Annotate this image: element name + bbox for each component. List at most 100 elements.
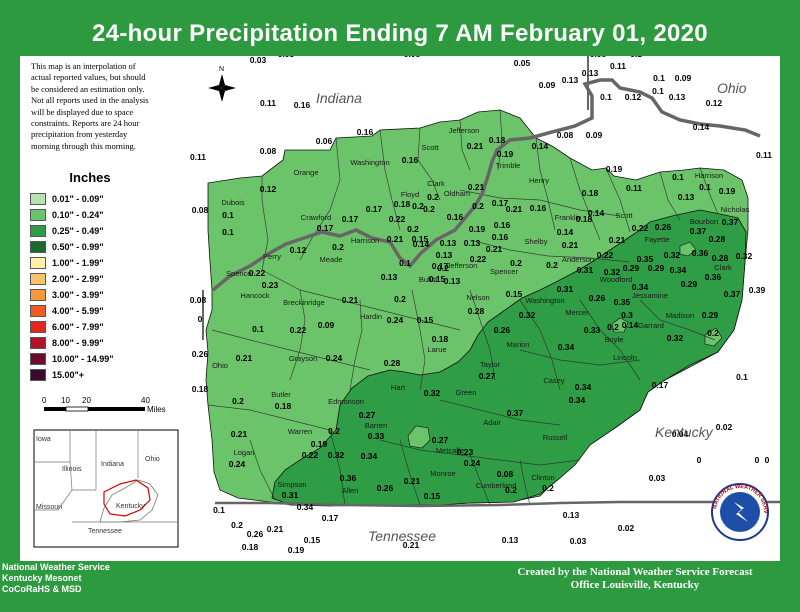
precip-value: 0.34 [361,451,378,461]
disclaimer-line: morning through this morning. [31,140,136,151]
legend-item: 6.00" - 7.99" [30,319,180,335]
county-label: Edmonson [328,397,364,406]
precip-value: 0.13 [381,272,398,282]
county-label: Madison [666,311,694,320]
legend-label: 3.00" - 3.99" [52,290,104,300]
precip-value: 0.26 [192,349,209,359]
precip-value: 0.13 [669,92,686,102]
county-label: Larue [427,345,446,354]
scale-bar: 0 10 20 40 Miles [42,396,166,414]
precip-value: 0.29 [623,263,640,273]
precip-value: 0.32 [519,310,536,320]
precip-value: 0.2 [394,294,406,304]
footer-credit-line: CoCoRaHS & MSD [2,584,82,594]
precip-value: 0.26 [247,529,264,539]
precip-value: 0.16 [530,203,547,213]
precip-value: 0.22 [389,214,406,224]
precip-value: 0.2 [505,485,517,495]
precip-value: 0.32 [604,267,621,277]
precip-value: 0.11 [190,152,206,162]
legend-label: 1.00" - 1.99" [52,258,104,268]
precip-value: 0.21 [562,240,579,250]
legend-swatch [30,209,46,221]
precip-value: 0.03 [570,536,587,546]
county-label: Mercer [565,308,589,317]
precip-value: 0.12 [260,184,277,194]
scale-unit: Miles [147,405,166,414]
precip-value: 0.37 [690,226,707,236]
county-label: Woodford [600,275,632,284]
precip-value: 0.18 [192,384,209,394]
state-label-tennessee: Tennessee [368,528,436,544]
precip-value: 0.2 [412,201,424,211]
county-label: Boyle [605,335,624,344]
legend-label: 2.00" - 2.99" [52,274,104,284]
precip-value: 0.15 [304,535,321,545]
county-label: Logan [234,448,255,457]
precip-value: 0.08 [557,130,574,140]
county-label: Grayson [289,354,317,363]
precip-value: 0.37 [722,217,739,227]
precip-value: 0.18 [394,199,411,209]
precip-value: 0.19 [497,149,514,159]
county-label: Jefferson [449,126,480,135]
precip-value: 0.33 [368,431,385,441]
precip-value: 0.39 [749,285,766,295]
precip-value: 0.19 [311,439,328,449]
precip-value: 0.21 [231,429,248,439]
county-label: Nicholas [721,205,750,214]
precip-value: 0.22 [290,325,307,335]
precip-value: 0.08 [404,49,421,59]
legend-label: 0.01" - 0.09" [52,194,104,204]
precip-value: 0.34 [670,265,687,275]
legend-label: 15.00"+ [52,370,85,380]
legend: Inches 0.01" - 0.09" 0.10" - 0.24" 0.25" -… [30,170,180,383]
precip-value: 0.15 [412,234,429,244]
legend-swatch [30,369,46,381]
county-label: Hart [391,383,406,392]
precip-value: 0.13 [582,68,599,78]
precipitation-values: 0.030.03 0.080.050.09 0.130.08 0.10.130.110… [190,49,773,555]
precip-value: 0.08 [190,295,207,305]
precip-value: 0.1 [222,227,234,237]
county-label: Russell [543,433,568,442]
county-label: Harrison [695,171,723,180]
locator-inset: Iowa Illinois Indiana Ohio Missouri Kent… [33,429,179,548]
county-label: Orange [293,168,318,177]
precip-value: 0.13 [563,510,580,520]
county-label: Hardin [360,312,382,321]
legend-swatch [30,225,46,237]
precip-value: 0.18 [242,542,259,552]
legend-swatch [30,257,46,269]
precip-value: 0.26 [377,483,394,493]
disclaimer-line: will be displayed due to space [31,106,134,117]
precip-value: 0.02 [618,523,635,533]
precip-value: 0.21 [404,476,421,486]
precip-value: 0.1 [699,182,711,192]
county-label: Monroe [430,469,455,478]
county-label: Lincoln [613,353,637,362]
precip-value: 0.2 [607,322,619,332]
precip-value: 0.2 [423,204,435,214]
north-arrow-icon: N [208,66,236,102]
inset-label-ohio: Ohio [145,456,160,463]
precip-value: 0.14 [693,122,710,132]
legend-item: 3.00" - 3.99" [30,287,180,303]
scale-tick: 20 [82,396,91,405]
precip-value: 0.05 [514,58,531,68]
ohio-river [211,78,761,292]
county-label: Garrard [638,321,664,330]
county-label: Scott [615,211,633,220]
county-label: Meade [320,255,343,264]
legend-label: 10.00" - 14.99" [52,354,114,364]
precip-value: 0.03 [250,55,267,65]
precip-value: 0.1 [630,49,642,59]
precip-value: 0.19 [719,186,736,196]
tennessee-border [215,500,780,508]
county-label: Hancock [240,291,269,300]
precip-value: 0.33 [584,325,601,335]
county-label: Perry [263,252,281,261]
county-lines [207,109,719,506]
precip-value: 0.28 [712,253,729,263]
